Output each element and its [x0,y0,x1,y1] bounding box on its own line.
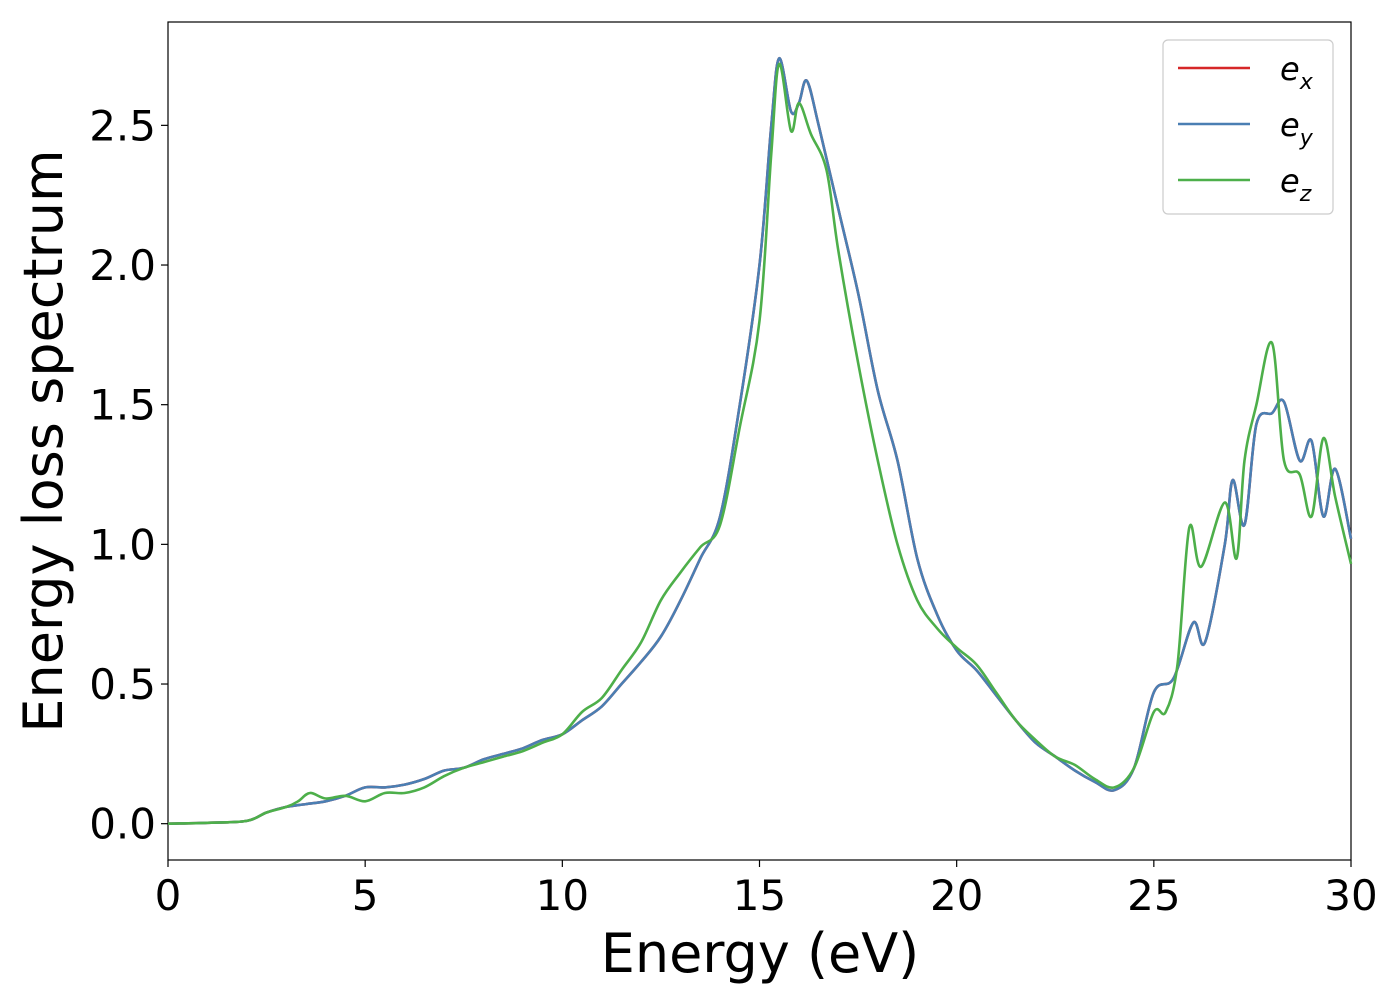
series-line-z [167,62,1353,825]
x-tick-label: 5 [352,871,379,920]
y-axis-ticks: 0.0 0.5 1.0 1.5 2.0 2.5 [89,101,168,849]
y-tick-label: 1.0 [89,520,156,569]
x-axis-ticks: 0 5 10 15 20 25 30 [155,860,1378,920]
x-tick-label: 30 [1324,871,1377,920]
x-tick-label: 0 [155,871,182,920]
y-tick-label: 2.0 [89,241,156,290]
x-tick-label: 10 [536,871,589,920]
x-tick-label: 15 [733,871,786,920]
x-tick-label: 25 [1127,871,1180,920]
x-axis-title: Energy (eV) [601,922,920,985]
legend-box [1162,39,1334,215]
y-axis-title: Energy loss spectrum [12,149,75,732]
y-tick-label: 1.5 [89,381,156,430]
plot-area [167,21,1352,861]
y-tick-label: 0.0 [89,800,156,849]
x-tick-label: 20 [930,871,983,920]
series-lines [167,56,1353,825]
y-tick-label: 2.5 [89,101,156,150]
series-line-y [167,56,1353,825]
y-tick-label: 0.5 [89,660,156,709]
